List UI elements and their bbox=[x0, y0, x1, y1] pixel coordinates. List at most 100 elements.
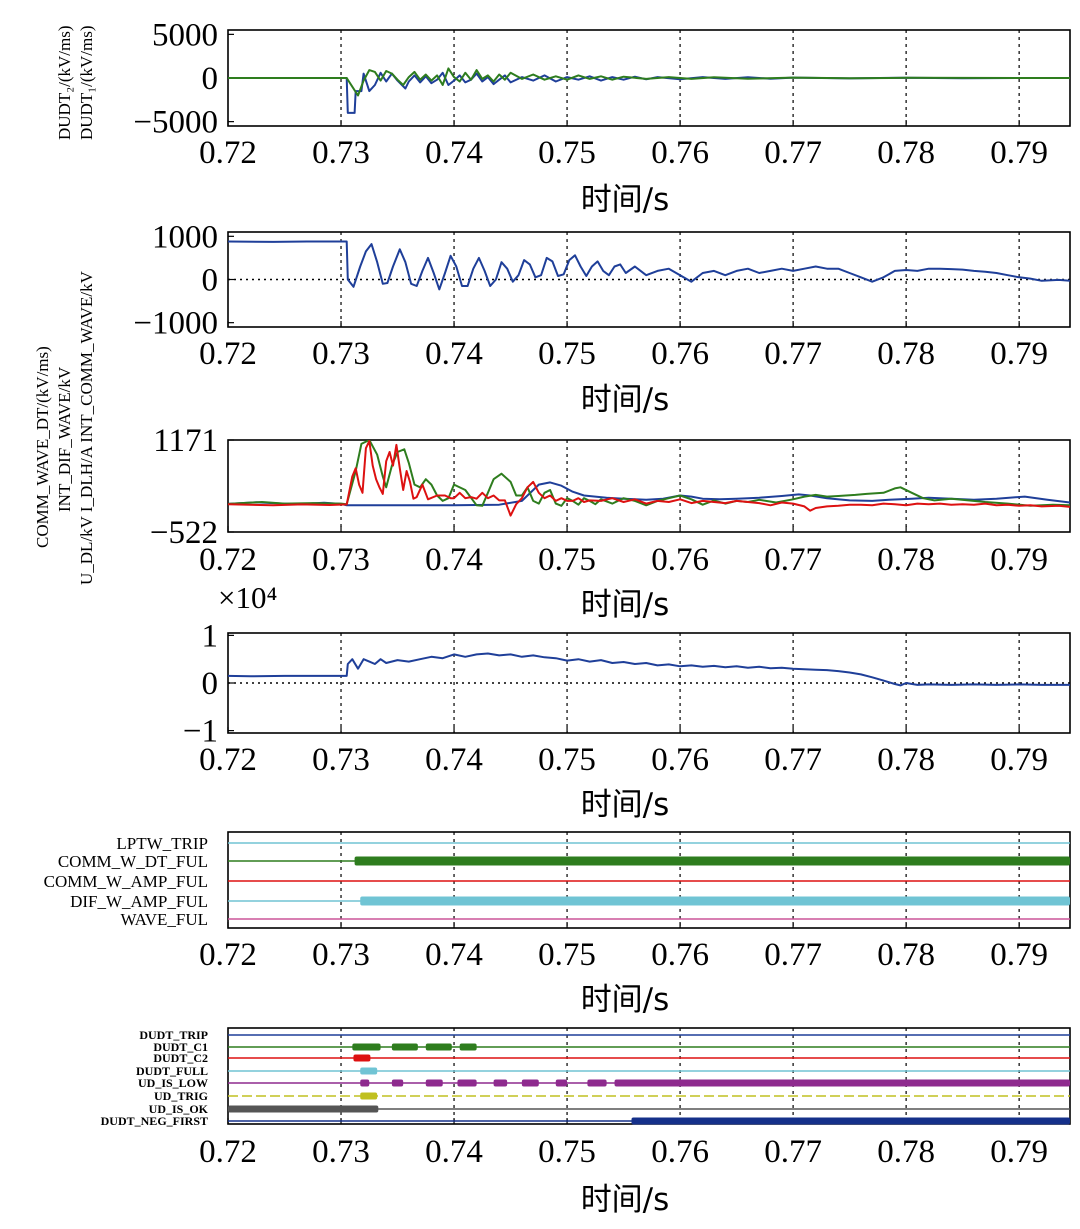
x-tick-label: 0.73 bbox=[312, 135, 370, 171]
ylabel-comm-wave-dt: COMM_WAVE_DT/(kV/ms) bbox=[33, 346, 52, 548]
signal-active-bar bbox=[354, 856, 1071, 866]
signal-label: DUDT_C2 bbox=[153, 1051, 208, 1065]
signal-active-bar bbox=[352, 1043, 381, 1051]
ylabel-dudt1: DUDT₁/(kV/ms) bbox=[77, 25, 96, 140]
x-tick-label: 0.76 bbox=[651, 542, 709, 578]
y-axis-titles: DUDT₂/(kV/ms) DUDT₁/(kV/ms) COMM_WAVE_DT… bbox=[33, 25, 96, 585]
x-tick-label: 0.74 bbox=[425, 542, 483, 578]
x-tick-label: 0.79 bbox=[990, 542, 1048, 578]
x-tick-label: 0.77 bbox=[764, 742, 822, 778]
y-tick-label: −522 bbox=[150, 515, 218, 551]
y-tick-label: −5000 bbox=[133, 105, 218, 141]
x-axis-label: 时间/s bbox=[581, 982, 670, 1018]
x-tick-label: 0.74 bbox=[425, 336, 483, 372]
plot-frame bbox=[227, 439, 1071, 533]
ylabel-dudt2: DUDT₂/(kV/ms) bbox=[55, 25, 74, 140]
x-tick-label: 0.77 bbox=[764, 937, 822, 973]
signal-active-bar bbox=[228, 1105, 379, 1113]
x-tick-label: 0.73 bbox=[312, 937, 370, 973]
x-tick-label: 0.73 bbox=[312, 742, 370, 778]
plot-frame bbox=[227, 831, 1071, 929]
signal-active-bar bbox=[391, 1043, 418, 1051]
x-axis-label: 时间/s bbox=[581, 382, 670, 418]
x-tick-label: 0.77 bbox=[764, 135, 822, 171]
x-axis-label: 时间/s bbox=[581, 587, 670, 623]
x-tick-label: 0.74 bbox=[425, 742, 483, 778]
signal-active-bar bbox=[425, 1043, 452, 1051]
signal-active-bar bbox=[555, 1079, 568, 1087]
plot-panel-p4: 0.72 0.73 0.74 0.75 0.76 0.77 0.78 0.79 时间/s 1 0 −1… bbox=[183, 580, 1071, 823]
x-tick-label: 0.77 bbox=[764, 1134, 822, 1170]
plot-panel-p6: 0.72 0.73 0.74 0.75 0.76 0.77 0.78 0.79 时间/s DUDT… bbox=[101, 1027, 1071, 1218]
x-tick-label: 0.76 bbox=[651, 1134, 709, 1170]
x-axis-label: 时间/s bbox=[581, 787, 670, 823]
signal-label: UD_IS_LOW bbox=[138, 1076, 208, 1090]
x-tick-label: 0.74 bbox=[425, 937, 483, 973]
y-tick-label: 0 bbox=[202, 263, 219, 299]
signal-label: COMM_W_AMP_FUL bbox=[44, 872, 208, 891]
plot-panel-p5: 0.72 0.73 0.74 0.75 0.76 0.77 0.78 0.79 时间/s LPTW… bbox=[44, 831, 1071, 1018]
series-line-red bbox=[228, 440, 1070, 517]
x-tick-label: 0.76 bbox=[651, 336, 709, 372]
x-axis-label: 时间/s bbox=[581, 182, 670, 218]
axis-multiplier: ×10⁴ bbox=[218, 580, 277, 615]
x-tick-label: 0.78 bbox=[877, 1134, 935, 1170]
signal-label: DUDT_FULL bbox=[136, 1064, 208, 1078]
x-tick-label: 0.79 bbox=[990, 742, 1048, 778]
series-line-blue bbox=[228, 240, 1070, 291]
signal-active-bar bbox=[614, 1079, 1070, 1087]
series-line-blue bbox=[228, 481, 1070, 507]
x-tick-label: 0.79 bbox=[990, 336, 1048, 372]
signal-label: LPTW_TRIP bbox=[116, 834, 208, 853]
ylabel-udl-idlh-int-comm: U_DL/kV I_DLH/A INT_COMM_WAVE/kV bbox=[77, 270, 96, 585]
x-tick-label: 0.75 bbox=[538, 937, 596, 973]
x-tick-label: 0.75 bbox=[538, 135, 596, 171]
signal-active-bar bbox=[353, 1054, 371, 1062]
x-tick-label: 0.79 bbox=[990, 937, 1048, 973]
signal-active-bar bbox=[391, 1079, 404, 1087]
y-tick-label: −1 bbox=[183, 714, 218, 750]
signal-active-bar bbox=[493, 1079, 508, 1087]
y-tick-label: 1000 bbox=[152, 219, 218, 255]
signal-active-bar bbox=[360, 896, 1071, 906]
x-tick-label: 0.76 bbox=[651, 742, 709, 778]
x-tick-label: 0.79 bbox=[990, 1134, 1048, 1170]
x-tick-label: 0.76 bbox=[651, 937, 709, 973]
x-tick-label: 0.72 bbox=[199, 742, 257, 778]
signal-active-bar bbox=[457, 1079, 477, 1087]
x-tick-label: 0.73 bbox=[312, 336, 370, 372]
series-line-green bbox=[228, 440, 1070, 507]
signal-label: DUDT_C1 bbox=[153, 1040, 208, 1054]
x-tick-label: 0.78 bbox=[877, 336, 935, 372]
signal-active-bar bbox=[587, 1079, 607, 1087]
y-tick-label: 1171 bbox=[153, 423, 218, 459]
signal-active-bar bbox=[459, 1043, 477, 1051]
signal-label: UD_TRIG bbox=[154, 1089, 208, 1103]
y-tick-label: 1 bbox=[202, 618, 219, 654]
x-tick-label: 0.78 bbox=[877, 937, 935, 973]
x-tick-label: 0.77 bbox=[764, 336, 822, 372]
x-tick-label: 0.74 bbox=[425, 1134, 483, 1170]
y-tick-label: 0 bbox=[202, 61, 219, 97]
signal-label: DUDT_NEG_FIRST bbox=[101, 1114, 208, 1128]
signal-label: COMM_W_DT_FUL bbox=[58, 852, 208, 871]
signal-label: UD_IS_OK bbox=[149, 1102, 209, 1116]
plot-panel-p3: 0.72 0.73 0.74 0.75 0.76 0.77 0.78 0.79 时间/s 1171… bbox=[150, 423, 1071, 623]
x-tick-label: 0.72 bbox=[199, 1134, 257, 1170]
x-tick-label: 0.76 bbox=[651, 135, 709, 171]
series-line-blue bbox=[228, 652, 1070, 687]
x-tick-label: 0.73 bbox=[312, 542, 370, 578]
y-tick-label: 0 bbox=[202, 666, 219, 702]
plot-panels: 0.72 0.73 0.74 0.75 0.76 0.77 0.78 0.79 时间/s 5000… bbox=[44, 17, 1071, 1218]
x-tick-label: 0.78 bbox=[877, 542, 935, 578]
x-tick-label: 0.75 bbox=[538, 336, 596, 372]
signal-active-bar bbox=[631, 1117, 1070, 1125]
y-tick-label: −1000 bbox=[133, 306, 218, 342]
plot-panel-p2: 0.72 0.73 0.74 0.75 0.76 0.77 0.78 0.79 时间/s 1000… bbox=[133, 219, 1071, 418]
x-axis-label: 时间/s bbox=[581, 1182, 670, 1218]
x-tick-label: 0.75 bbox=[538, 1134, 596, 1170]
signal-label: DUDT_TRIP bbox=[139, 1028, 208, 1042]
ylabel-int-dif-wave: INT_DIF_WAVE/kV bbox=[55, 366, 74, 512]
x-tick-label: 0.74 bbox=[425, 135, 483, 171]
